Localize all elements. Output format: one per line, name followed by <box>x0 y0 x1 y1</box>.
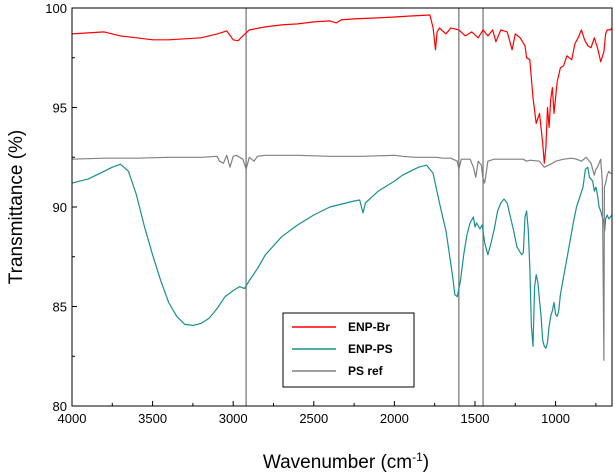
x-tick-label: 3500 <box>138 411 167 426</box>
series-layer <box>71 14 613 361</box>
x-axis-title-superscript: -1 <box>412 450 423 464</box>
y-axis-title: Transmittance (%) <box>6 130 27 285</box>
x-axis-title: Wavenumber (cm-1) <box>263 450 429 473</box>
legend-label: ENP-PS <box>348 342 393 356</box>
x-tick-label: 1500 <box>461 411 490 426</box>
plot-frame <box>71 7 613 407</box>
legend-label: ENP-Br <box>348 320 390 334</box>
legend: ENP-Br ENP-PS PS ref <box>282 312 415 388</box>
x-tick-label: 2500 <box>299 411 328 426</box>
series-line-enp-br <box>71 14 613 164</box>
y-tick-label: 90 <box>53 200 67 215</box>
reference-lines <box>245 8 484 406</box>
x-tick-label: 4000 <box>58 411 87 426</box>
x-tick-label: 2000 <box>380 411 409 426</box>
x-axis-title-main: Wavenumber (cm <box>263 452 412 473</box>
x-tick-label: 1000 <box>541 411 570 426</box>
legend-box <box>282 312 415 388</box>
y-tick-label: 95 <box>53 101 67 116</box>
y-tick-label: 85 <box>53 300 67 315</box>
y-tick-label: 80 <box>53 399 67 414</box>
series-line-enp-ps <box>71 163 613 349</box>
x-axis-title-close: ) <box>423 452 429 473</box>
x-tick-label: 3000 <box>219 411 248 426</box>
legend-label: PS ref <box>348 364 384 378</box>
y-tick-label: 100 <box>45 1 67 16</box>
series-line-ps-ref <box>71 154 612 361</box>
tick-labels: 4000 3500 3000 2500 2000 1500 1000 80 85 90 95 100 <box>45 1 570 426</box>
